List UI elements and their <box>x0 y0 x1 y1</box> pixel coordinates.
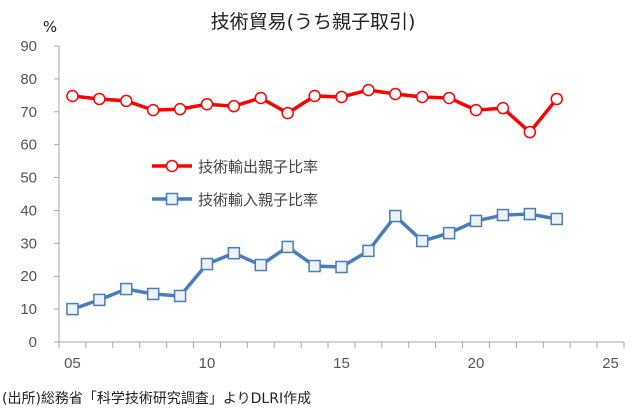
x-tick-label: 20 <box>468 355 485 372</box>
data-point <box>415 90 429 104</box>
data-point <box>389 209 402 223</box>
data-point <box>523 207 537 221</box>
legend-marker <box>165 192 179 206</box>
data-point <box>335 90 348 104</box>
data-point <box>469 103 483 117</box>
y-tick-label: 80 <box>20 71 37 88</box>
data-point <box>362 83 375 97</box>
data-point <box>496 101 510 115</box>
y-tick-label: 0 <box>29 334 37 351</box>
data-point <box>442 226 456 240</box>
data-point <box>120 282 133 296</box>
data-point <box>308 89 321 103</box>
series-import <box>66 207 563 316</box>
data-point <box>469 214 483 228</box>
data-point <box>442 91 456 105</box>
y-tick-label: 60 <box>20 137 37 154</box>
x-tick-label: 05 <box>64 355 81 372</box>
data-point <box>415 234 429 248</box>
y-tick-label: 50 <box>20 170 37 187</box>
data-point <box>173 289 187 303</box>
x-tick-label: 15 <box>333 355 350 372</box>
data-point <box>281 240 294 254</box>
y-tick-label: 20 <box>20 268 37 285</box>
data-point <box>93 293 106 307</box>
x-tick-label: 10 <box>199 355 216 372</box>
y-tick-label: 40 <box>20 202 37 219</box>
data-point <box>146 287 160 301</box>
data-point <box>227 246 241 260</box>
data-point <box>254 91 268 105</box>
data-point <box>146 103 160 117</box>
data-point <box>550 92 563 106</box>
x-tick-label: 25 <box>602 355 619 372</box>
data-point <box>120 94 133 108</box>
chart-title: 技術貿易(うち親子取引) <box>211 11 416 33</box>
data-point <box>308 259 321 273</box>
axes: 0 10 20 30 40 50 60 70 80 90 05 10 15 20 25 <box>20 38 625 372</box>
legend-marker <box>165 159 179 173</box>
data-point <box>173 102 187 116</box>
y-axis-unit: % <box>43 18 57 36</box>
data-point <box>254 258 268 272</box>
legend-label: 技術輸出親子比率 <box>198 158 318 176</box>
data-point <box>93 92 106 106</box>
data-point <box>281 106 294 120</box>
data-point <box>523 125 537 139</box>
data-point <box>200 257 214 271</box>
y-tick-label: 30 <box>20 235 37 252</box>
data-point <box>335 260 348 274</box>
legend-label: 技術輸入親子比率 <box>198 191 318 209</box>
data-point <box>550 212 563 226</box>
source-note: (出所)総務省「科学技術研究調査」よりDLRI作成 <box>2 391 311 407</box>
series-export <box>66 83 563 139</box>
data-point <box>389 87 402 101</box>
data-point <box>66 302 79 316</box>
y-tick-label: 90 <box>20 38 37 55</box>
y-tick-label: 10 <box>20 301 37 318</box>
data-point <box>66 89 79 103</box>
data-point <box>227 99 241 113</box>
data-point <box>200 97 214 111</box>
series-group <box>66 83 563 316</box>
data-point <box>362 244 375 258</box>
y-tick-label: 70 <box>20 104 37 121</box>
data-point <box>496 208 510 222</box>
